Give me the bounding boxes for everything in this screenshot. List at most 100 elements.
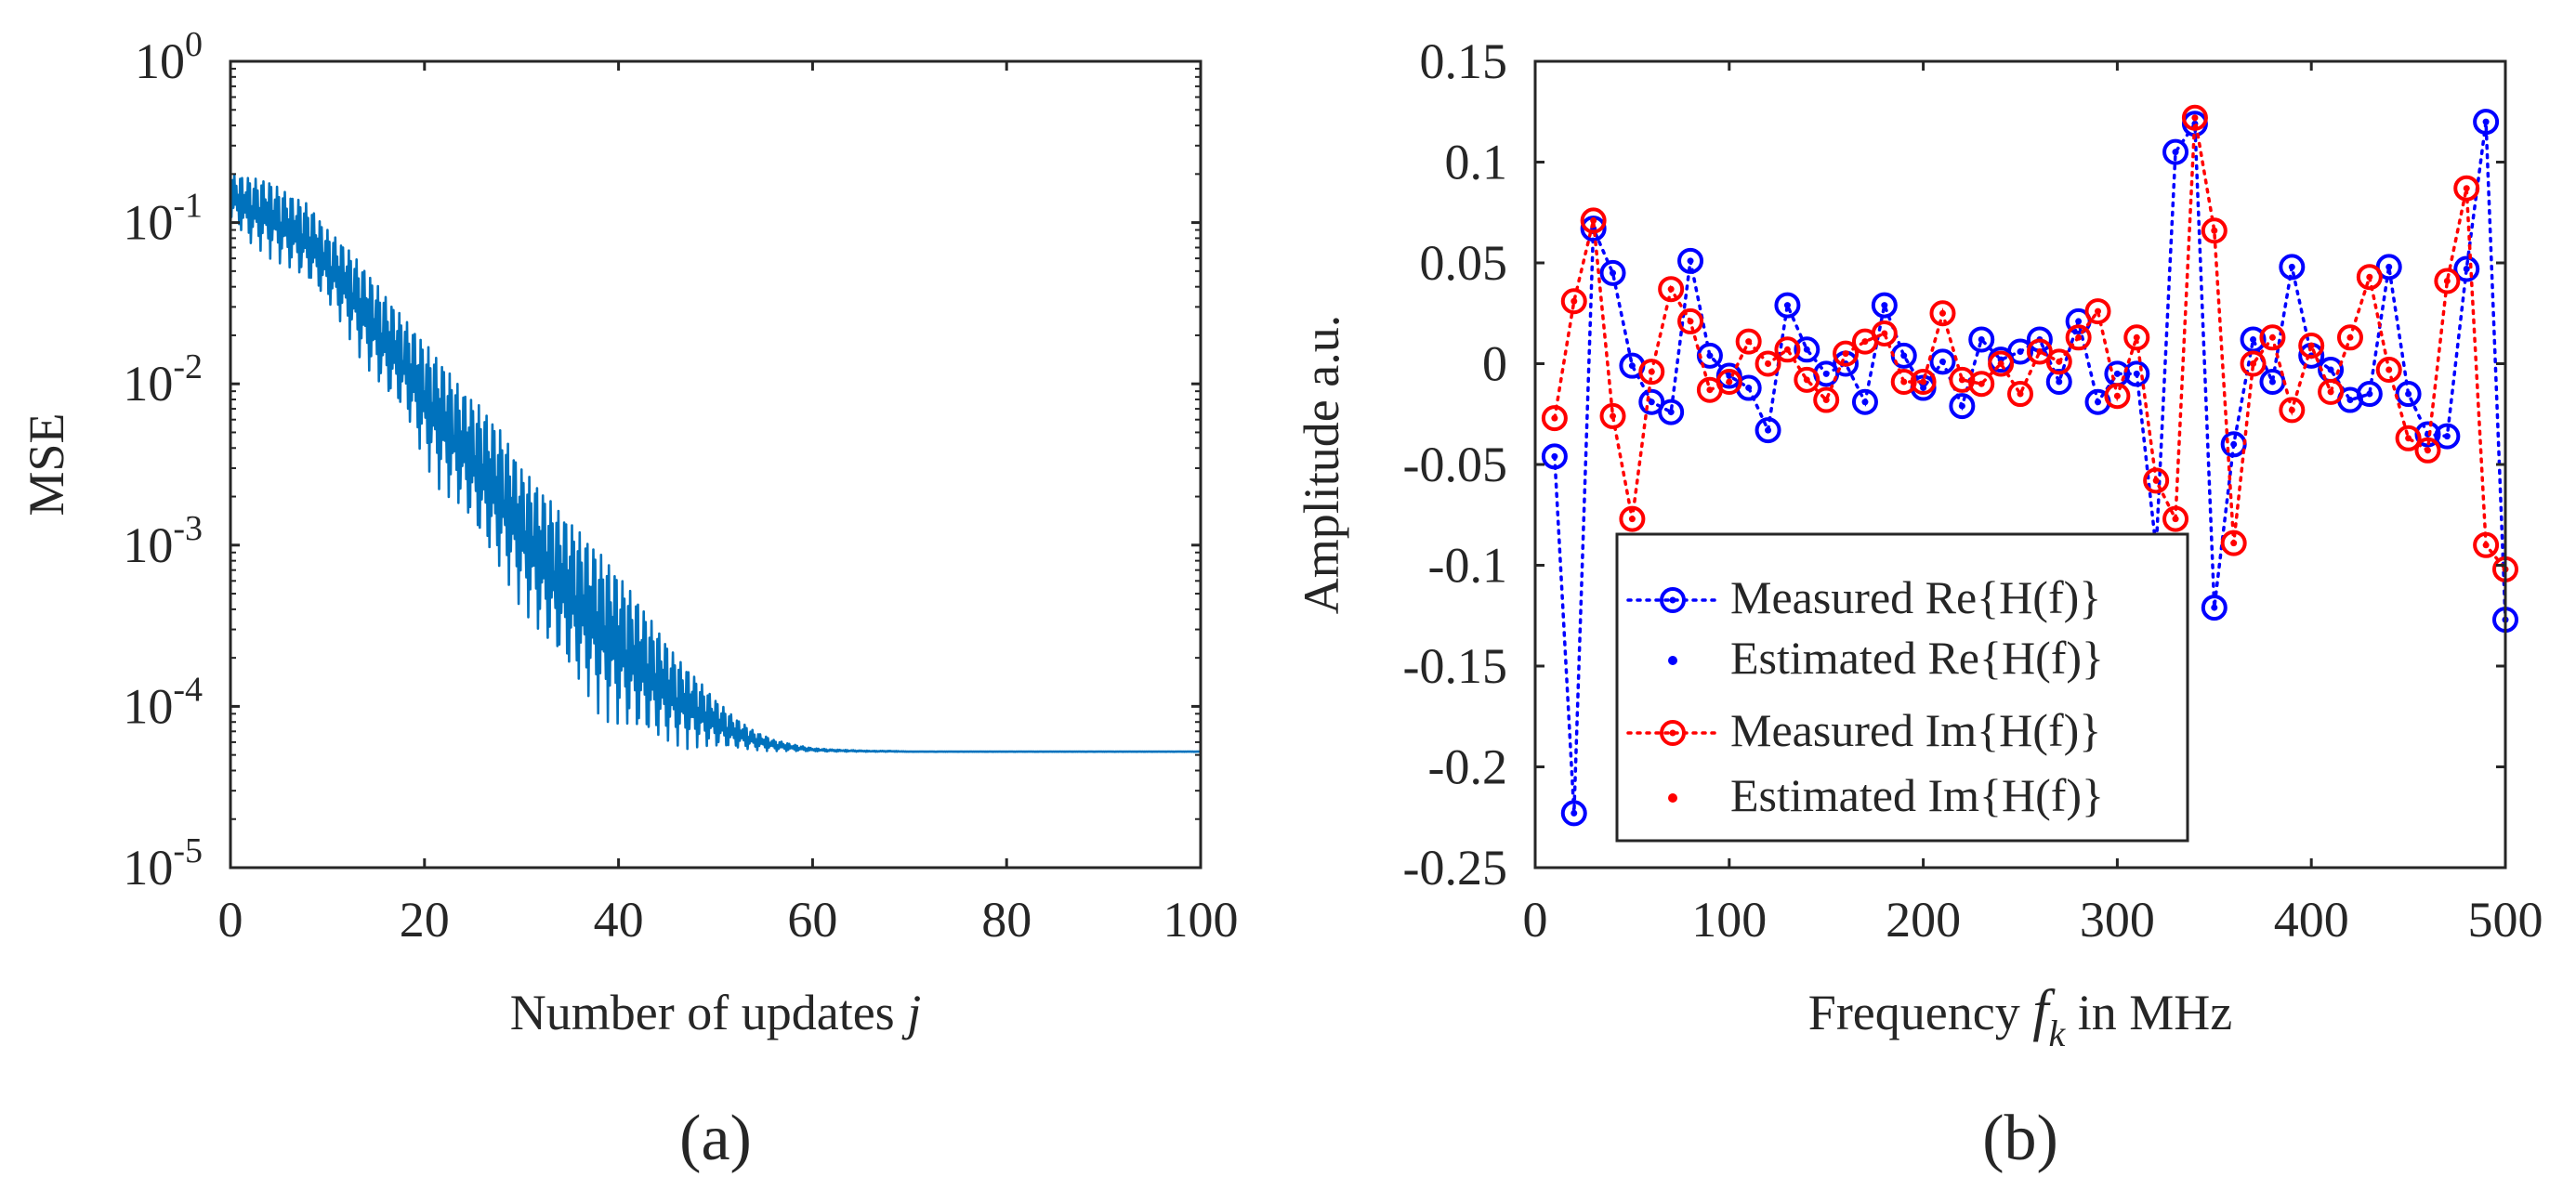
legend-dot-marker [1668,793,1677,803]
estimated-point [1628,516,1636,523]
measured-point [2201,595,2228,621]
measured-point [2414,437,2441,464]
panel-a-axes-box [229,59,1203,870]
estimated-point [2385,263,2393,270]
measured-point [2473,109,2500,136]
panel-b-x-ticks: 0 100 200 300 400 500 [1523,61,2543,948]
measured-point [1715,369,1742,396]
measured-point [2336,324,2363,351]
estimated-point [1978,380,1985,387]
b-x-tick-label: 100 [1691,892,1767,948]
measured-point [2395,381,2422,408]
estimated-point [1590,216,1597,224]
measured-point [1890,369,1917,396]
measured-point [2045,348,2072,375]
measured-point [1735,328,1762,355]
a-x-tick-label: 40 [594,892,644,948]
estimated-point [2075,318,2083,325]
estimated-point [2152,477,2160,484]
measured-point [1871,292,1898,319]
measured-point [2162,505,2189,532]
estimated-point [1920,385,1927,392]
measured-point [2026,338,2053,365]
measured-point [1910,369,1937,396]
mse-series-line [229,174,1202,753]
estimated-point [1920,378,1927,386]
measured-point [1774,336,1801,363]
legend-entries: Measured Re{H(f)} Estimated Re{H(f)} Measu… [1626,571,2104,821]
estimated-point [1803,346,1810,353]
measured-point [1949,393,1976,420]
measured-point [2123,360,2150,387]
estimated-point [2346,333,2354,341]
measured-point [1794,336,1820,363]
measured-point [2240,350,2267,377]
b-y-tick-label: 0.1 [1445,135,1508,190]
estimated-point [1726,378,1733,386]
measured-point [1599,402,1626,429]
legend-label: Estimated Im{H(f)} [1730,769,2104,821]
a-x-tick-label: 0 [218,892,243,948]
estimated-point [1783,302,1791,309]
measured-point [2298,332,2325,359]
panel-a-y-ticks: 10-5 10-4 10-3 10-2 10-1 100 [123,25,1201,896]
measured-point [2181,104,2208,131]
estimated-point [1551,414,1558,422]
measured-point [1658,399,1685,425]
estimated-point [1706,386,1714,394]
measured-point [2279,254,2306,281]
measured-point [1851,388,1878,415]
a-y-tick-label: 10-2 [123,347,203,412]
estimated-point [2230,440,2238,448]
estimated-point [1745,385,1753,392]
estimated-point [2056,358,2063,365]
measured-point [2473,531,2500,558]
measured-point [1813,386,1840,413]
estimated-point [2230,540,2238,547]
estimated-point [2211,604,2218,611]
estimated-point [1667,409,1675,416]
measured-point [1541,443,1568,470]
b-x-tick-label: 400 [2274,892,2349,948]
measured-point [1658,276,1685,303]
measured-point [2356,264,2383,291]
estimated-point [2268,378,2276,386]
measured-point [2356,381,2383,408]
estimated-point [1571,297,1578,305]
a-y-tick-label: 10-1 [123,187,203,251]
estimated-point [2482,542,2490,549]
measured-point [2123,324,2150,351]
measured-point [2395,425,2422,451]
a-y-tick-label: 100 [135,25,203,89]
estimated-point [2172,149,2179,156]
measured-point [2007,338,2033,365]
measured-point [2201,217,2228,244]
legend-entry: Estimated Im{H(f)} [1668,769,2104,821]
estimated-point [1861,399,1869,406]
estimated-point [2482,118,2490,125]
estimated-point [2366,390,2373,398]
estimated-point [2288,263,2295,270]
estimated-point [1765,360,1772,367]
estimated-point [2056,378,2063,386]
estimated-point [1648,399,1655,406]
estimated-point [2113,392,2121,399]
legend-label: Estimated Re{H(f)} [1730,632,2104,684]
panel-b-x-axis-label: Frequency fk in MHz [1808,979,2232,1054]
estimated-point [1822,370,1830,377]
estimated-point [2405,435,2412,442]
estimated-point [1706,352,1714,360]
measured-point [1580,207,1607,234]
estimated-point [1745,338,1753,346]
measured-point [1677,307,1704,334]
measured-point [2434,268,2461,294]
measured-point [1638,359,1665,386]
estimated-point [2405,390,2412,398]
panel-b-y-axis-label: Amplitude a.u. [1294,315,1349,614]
measured-point [1929,300,1956,327]
panel-b-data-layer [1541,104,2518,827]
estimated-point [1861,338,1869,346]
a-y-tick-label: 10-4 [123,670,203,734]
estimated-point [2250,335,2257,343]
estimated-point [2133,370,2140,377]
